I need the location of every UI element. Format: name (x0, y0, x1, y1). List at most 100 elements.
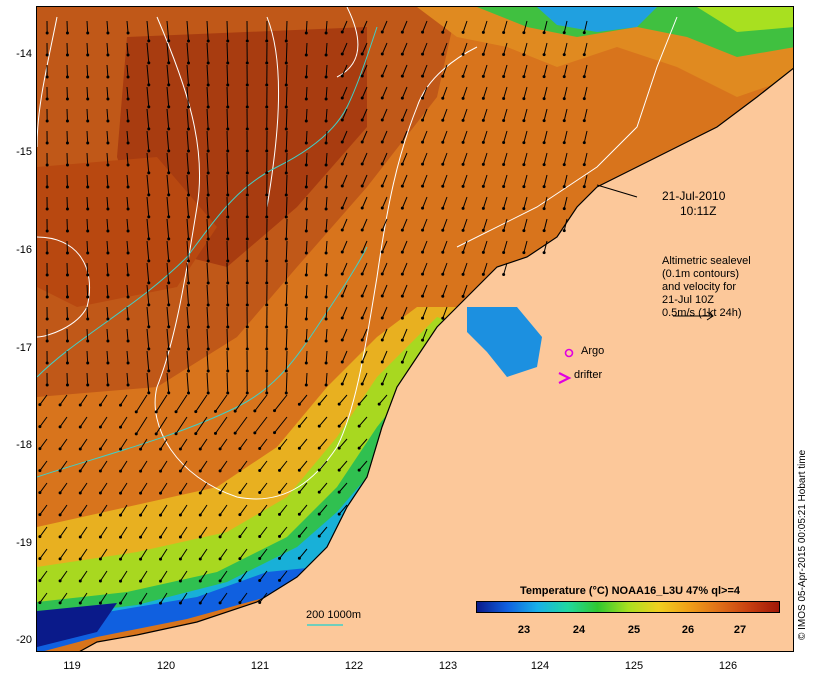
velocity-arrow-head (360, 382, 364, 386)
velocity-arrow-head (340, 250, 344, 254)
velocity-arrow (442, 284, 448, 297)
velocity-arrow-head (38, 469, 42, 473)
velocity-arrow-head (226, 347, 230, 351)
velocity-arrow (583, 42, 588, 55)
velocity-arrow-head (147, 171, 151, 175)
velocity-arrow (226, 196, 229, 218)
velocity-arrow (166, 196, 170, 217)
velocity-arrow-head (582, 185, 586, 189)
velocity-arrow (86, 218, 89, 232)
sealevel-contours (37, 7, 678, 500)
velocity-arrow (422, 152, 428, 165)
velocity-arrow-head (441, 316, 445, 320)
velocity-arrow-head (245, 369, 249, 373)
velocity-arrow-head (238, 579, 242, 583)
velocity-arrow-head (304, 163, 308, 167)
velocity-arrow-head (159, 469, 163, 473)
velocity-arrow-head (119, 557, 123, 561)
velocity-arrow-head (187, 193, 191, 197)
velocity-arrow-head (421, 294, 425, 298)
velocity-arrow (381, 350, 388, 363)
velocity-arrow (298, 394, 308, 405)
velocity-arrow (120, 394, 128, 406)
velocity-arrow (86, 20, 89, 34)
velocity-arrow-head (297, 490, 301, 494)
lon-label: 125 (624, 660, 644, 672)
velocity-arrow-head (380, 360, 384, 364)
velocity-arrow-head (86, 119, 90, 123)
velocity-arrow-head (198, 447, 202, 451)
velocity-arrow (279, 526, 288, 537)
velocity-arrow (39, 460, 48, 471)
velocity-arrow-head (421, 272, 425, 276)
velocity-arrow-head (45, 75, 49, 79)
velocity-arrow-head (400, 228, 404, 232)
velocity-arrow-head (187, 171, 191, 175)
velocity-arrow-head (238, 491, 242, 495)
velocity-arrow-head (65, 207, 69, 211)
velocity-arrow (318, 504, 328, 515)
velocity-arrow-head (461, 96, 465, 100)
velocity-arrow (86, 196, 89, 210)
velocity-arrow-head (284, 171, 288, 175)
velocity-arrow-head (86, 361, 90, 365)
velocity-arrow (186, 130, 190, 151)
velocity-arrow-head (421, 118, 425, 122)
velocity-arrow-head (304, 383, 308, 387)
velocity-arrow-head (421, 30, 425, 34)
velocity-arrow-head (167, 347, 171, 351)
velocity-arrow-head (542, 119, 546, 123)
velocity-arrow (86, 86, 89, 100)
velocity-arrow-head (187, 215, 191, 219)
velocity-arrow-head (360, 96, 364, 100)
velocity-arrow (583, 86, 588, 99)
velocity-arrow-head (233, 409, 237, 413)
velocity-arrow-head (400, 250, 404, 254)
velocity-arrow-head (206, 105, 210, 109)
velocity-arrow (503, 64, 508, 77)
velocity-arrow (285, 284, 288, 306)
velocity-arrow (146, 174, 150, 195)
velocity-arrow (86, 64, 89, 78)
velocity-arrow (166, 284, 170, 305)
velocity-arrow-head (400, 96, 404, 100)
velocity-arrow-head (106, 229, 110, 233)
velocity-arrow-head (265, 259, 269, 263)
velocity-arrow (195, 394, 208, 412)
velocity-arrow-head (126, 185, 130, 189)
velocity-arrow-head (380, 382, 384, 386)
velocity-arrow (523, 196, 528, 209)
colorbar-tick: 24 (572, 624, 586, 636)
velocity-arrow-head (119, 601, 123, 605)
velocity-arrow (341, 64, 348, 77)
velocity-arrow-head (139, 447, 143, 451)
velocity-arrow (186, 350, 190, 371)
velocity-arrow-head (147, 303, 151, 307)
velocity-arrow (79, 482, 88, 494)
velocity-arrow-head (304, 317, 308, 321)
velocity-arrow (401, 174, 408, 187)
velocity-arrow-head (78, 469, 82, 473)
velocity-arrow (140, 482, 148, 494)
velocity-arrow-head (265, 325, 269, 329)
velocity-arrow (563, 174, 568, 187)
velocity-arrow-head (582, 53, 586, 57)
velocity-arrow (219, 592, 228, 604)
velocity-arrow-head (360, 228, 364, 232)
velocity-arrow-head (119, 513, 123, 517)
land-area (80, 68, 793, 651)
velocity-arrow-head (226, 369, 230, 373)
velocity-arrow-head (360, 52, 364, 56)
velocity-arrow (563, 152, 568, 165)
velocity-arrow (59, 416, 68, 428)
velocity-arrow (543, 64, 548, 77)
velocity-arrow-head (284, 369, 288, 373)
velocity-arrow-head (167, 39, 171, 43)
velocity-arrow (305, 20, 308, 34)
velocity-arrow-head (58, 425, 62, 429)
velocity-arrow-head (304, 295, 308, 299)
velocity-arrow-head (86, 31, 90, 35)
velocity-arrow (338, 460, 348, 471)
velocity-arrow (219, 438, 228, 450)
velocity-arrow (482, 262, 488, 275)
